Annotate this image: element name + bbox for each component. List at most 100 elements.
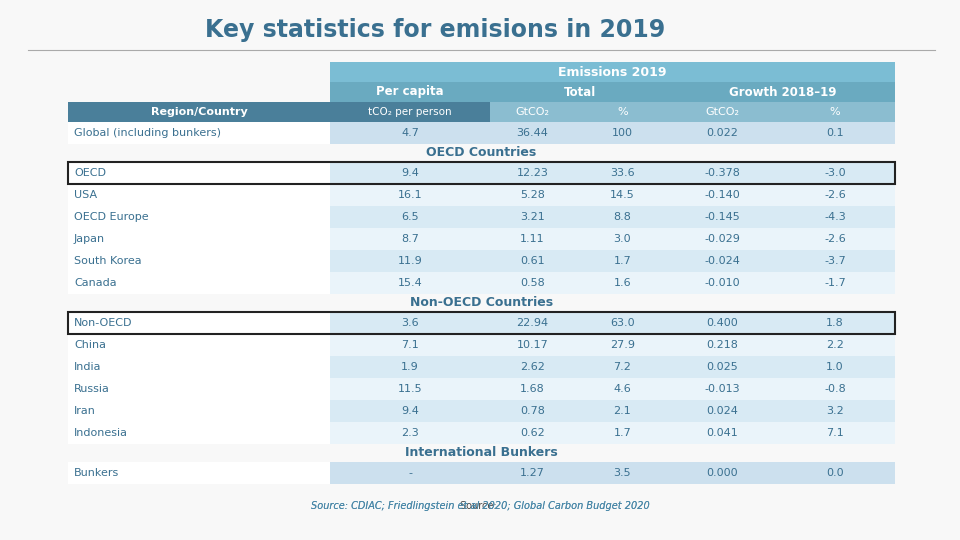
Text: -1.7: -1.7 — [824, 278, 846, 288]
Bar — [68, 400, 330, 422]
Bar — [68, 144, 895, 162]
Text: 0.1: 0.1 — [827, 128, 844, 138]
Text: 5.28: 5.28 — [520, 190, 545, 200]
Text: 3.0: 3.0 — [613, 234, 632, 244]
Text: -: - — [408, 468, 412, 478]
Text: China: China — [74, 340, 106, 350]
Text: 1.7: 1.7 — [613, 256, 632, 266]
Text: 6.5: 6.5 — [401, 212, 419, 222]
Bar — [330, 334, 895, 356]
Bar — [330, 250, 895, 272]
Text: 36.44: 36.44 — [516, 128, 548, 138]
Bar — [68, 162, 895, 184]
Text: 3.5: 3.5 — [613, 468, 632, 478]
Bar — [330, 378, 895, 400]
Text: 9.4: 9.4 — [401, 406, 419, 416]
Bar — [330, 122, 895, 144]
Text: 2.2: 2.2 — [826, 340, 844, 350]
Text: 8.7: 8.7 — [401, 234, 419, 244]
Text: tCO₂ per person: tCO₂ per person — [369, 107, 452, 117]
Bar — [575, 102, 670, 122]
Text: 4.6: 4.6 — [613, 384, 632, 394]
Text: International Bunkers: International Bunkers — [405, 447, 558, 460]
Bar — [68, 122, 330, 144]
Bar — [490, 102, 575, 122]
Text: Source: CDIAC; Friedlingstein et al 2020; Global Carbon Budget 2020: Source: CDIAC; Friedlingstein et al 2020… — [311, 501, 649, 511]
Text: 0.025: 0.025 — [707, 362, 738, 372]
Text: 14.5: 14.5 — [611, 190, 635, 200]
Text: %: % — [617, 107, 628, 117]
Bar — [68, 102, 330, 122]
Text: Region/Country: Region/Country — [151, 107, 248, 117]
Text: -0.029: -0.029 — [705, 234, 740, 244]
Text: 0.041: 0.041 — [707, 428, 738, 438]
Text: Iran: Iran — [74, 406, 96, 416]
Text: 8.8: 8.8 — [613, 212, 632, 222]
Text: Japan: Japan — [74, 234, 106, 244]
Bar — [68, 444, 895, 462]
Text: 1.11: 1.11 — [520, 234, 545, 244]
Text: 0.62: 0.62 — [520, 428, 545, 438]
Text: 11.9: 11.9 — [397, 256, 422, 266]
Text: Indonesia: Indonesia — [74, 428, 128, 438]
Text: 0.58: 0.58 — [520, 278, 545, 288]
Text: 0.218: 0.218 — [707, 340, 738, 350]
Text: -0.145: -0.145 — [705, 212, 740, 222]
Bar — [68, 462, 330, 484]
Text: 3.2: 3.2 — [827, 406, 844, 416]
Text: -0.378: -0.378 — [705, 168, 740, 178]
Text: Bunkers: Bunkers — [74, 468, 119, 478]
Text: Canada: Canada — [74, 278, 116, 288]
Text: OECD Countries: OECD Countries — [426, 146, 537, 159]
Text: 1.8: 1.8 — [827, 318, 844, 328]
Text: -3.0: -3.0 — [825, 168, 846, 178]
Text: 11.5: 11.5 — [397, 384, 422, 394]
Bar — [68, 294, 895, 312]
Bar — [68, 162, 330, 184]
Bar — [330, 184, 895, 206]
Text: -0.8: -0.8 — [824, 384, 846, 394]
Bar — [68, 272, 330, 294]
Text: Key statistics for emisions in 2019: Key statistics for emisions in 2019 — [205, 18, 665, 42]
Text: South Korea: South Korea — [74, 256, 142, 266]
Text: 0.61: 0.61 — [520, 256, 545, 266]
Text: Total: Total — [564, 85, 596, 98]
Text: %: % — [829, 107, 840, 117]
Text: Russia: Russia — [74, 384, 109, 394]
Bar — [330, 462, 895, 484]
Bar — [68, 334, 330, 356]
Text: -3.7: -3.7 — [824, 256, 846, 266]
Text: 9.4: 9.4 — [401, 168, 419, 178]
Text: OECD Europe: OECD Europe — [74, 212, 149, 222]
Text: -0.013: -0.013 — [705, 384, 740, 394]
Bar — [68, 206, 330, 228]
Text: 27.9: 27.9 — [610, 340, 635, 350]
Bar — [330, 82, 490, 102]
Bar — [68, 184, 330, 206]
Bar — [670, 102, 775, 122]
Bar — [330, 422, 895, 444]
Text: 7.1: 7.1 — [827, 428, 844, 438]
Text: -0.024: -0.024 — [705, 256, 740, 266]
Bar — [330, 162, 895, 184]
Text: 12.23: 12.23 — [516, 168, 548, 178]
Text: 1.6: 1.6 — [613, 278, 632, 288]
Text: 1.68: 1.68 — [520, 384, 545, 394]
Text: GtCO₂: GtCO₂ — [706, 107, 739, 117]
Text: GtCO₂: GtCO₂ — [516, 107, 549, 117]
Text: 2.62: 2.62 — [520, 362, 545, 372]
Text: 1.0: 1.0 — [827, 362, 844, 372]
Text: Non-OECD Countries: Non-OECD Countries — [410, 296, 553, 309]
Text: 0.022: 0.022 — [707, 128, 738, 138]
Text: USA: USA — [74, 190, 97, 200]
Text: 33.6: 33.6 — [611, 168, 635, 178]
Text: 7.1: 7.1 — [401, 340, 419, 350]
Text: 1.9: 1.9 — [401, 362, 419, 372]
Text: OECD: OECD — [74, 168, 106, 178]
Bar — [68, 228, 330, 250]
Text: 0.000: 0.000 — [707, 468, 738, 478]
Bar — [330, 102, 490, 122]
Text: 10.17: 10.17 — [516, 340, 548, 350]
Text: 7.2: 7.2 — [613, 362, 632, 372]
Text: India: India — [74, 362, 102, 372]
